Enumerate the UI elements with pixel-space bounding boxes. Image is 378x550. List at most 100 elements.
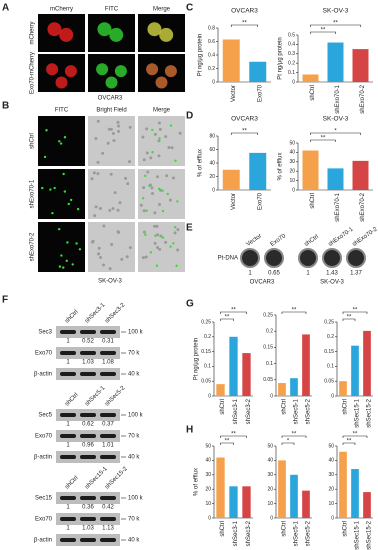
x-tick-label: shExo70-1: [335, 84, 341, 113]
bar: [339, 381, 347, 396]
cell-shadow: [167, 145, 171, 149]
bar: [242, 486, 251, 518]
cell: [60, 254, 63, 257]
row-label: shCtrl: [30, 133, 36, 149]
cell: [66, 241, 69, 244]
cell-shadow: [111, 207, 115, 211]
micrograph: [38, 116, 85, 166]
bar: [222, 169, 240, 190]
bar: [302, 150, 319, 190]
panel-label: C: [186, 3, 193, 14]
cell-shadow: [116, 208, 120, 212]
cell: [169, 124, 173, 127]
significance-label: **: [292, 308, 297, 314]
y-tick-label: 0.2: [288, 61, 295, 67]
bar: [363, 330, 371, 396]
x-tick-label: shSec3-1: [233, 398, 239, 424]
chart-title: SK-OV-3: [323, 8, 349, 15]
band: [80, 496, 96, 500]
cell-shadow: [125, 255, 129, 259]
y-tick-label: 0.5: [288, 32, 295, 38]
cell-shadow: [146, 170, 150, 174]
x-tick-label: shSec15-2: [367, 520, 373, 549]
kda-label: 70 k: [128, 434, 140, 440]
y-tick-label: 0.25: [201, 319, 211, 325]
cell: [154, 234, 157, 237]
cell-shadow: [97, 246, 101, 250]
bar: [216, 384, 225, 396]
significance-bracket: [281, 435, 307, 438]
cell: [63, 136, 67, 139]
significance-bracket: [342, 435, 368, 438]
cell: [59, 142, 63, 145]
caption: OVCAR3: [250, 280, 275, 286]
lane-label: shSec15-2: [104, 466, 129, 491]
kda-label: 100 k: [128, 496, 144, 502]
ratio: 1: [66, 443, 70, 449]
bar: [302, 490, 310, 518]
cell-shadow: [153, 241, 157, 245]
cell-shadow: [113, 191, 117, 195]
cell: [109, 27, 124, 42]
y-tick-label: 30: [205, 472, 211, 478]
cell-shadow: [157, 121, 161, 125]
cell: [145, 209, 148, 212]
y-tick-label: 0.05: [324, 379, 334, 385]
significance-label: **: [333, 21, 338, 27]
ratio: 0.37: [102, 422, 114, 428]
cell-shadow: [176, 228, 180, 232]
cell-shadow: [94, 137, 98, 141]
cell: [97, 22, 112, 37]
row-label: mCherry: [30, 21, 36, 44]
cell-shadow: [128, 125, 132, 129]
cell-shadow: [117, 129, 121, 133]
cell: [158, 137, 161, 140]
cell-shadow: [156, 175, 160, 179]
panel-label: D: [186, 111, 193, 122]
x-tick-label: shSec15-1: [355, 398, 361, 427]
cell: [166, 192, 170, 196]
y-tick-label: 0.6: [208, 39, 215, 45]
band: [60, 517, 76, 521]
x-tick-label: shCtrl: [310, 85, 316, 101]
y-tick-label: 0.25: [324, 319, 334, 325]
ratio: 1: [66, 505, 70, 511]
bar: [352, 49, 369, 82]
y-tick-label: 0: [270, 393, 273, 399]
lane-label: Exo70: [270, 233, 288, 248]
panel-label: H: [186, 425, 193, 436]
cell-shadow: [144, 255, 148, 259]
significance-label: **: [321, 136, 326, 142]
significance-bracket: [220, 311, 247, 314]
chart-title: SK-OV-3: [323, 116, 349, 123]
significance-label: **: [353, 432, 358, 438]
cell: [155, 264, 159, 267]
micrograph: [88, 222, 135, 272]
y-tick-label: 50: [205, 443, 211, 449]
cell-shadow: [102, 263, 106, 267]
row-label: Pt-DNA: [218, 256, 238, 262]
lane-label: shCtrl: [64, 392, 79, 407]
y-tick-label: 0.2: [208, 66, 215, 72]
caption: OVCAR3: [98, 96, 123, 102]
band: [60, 538, 76, 542]
y-tick-label: 40: [267, 458, 273, 464]
bar: [339, 451, 347, 518]
cell: [78, 248, 82, 251]
band: [80, 351, 96, 355]
row-label: shExo70-2: [30, 232, 36, 261]
significance-label: **: [242, 21, 247, 27]
y-tick-label: 20: [289, 169, 295, 175]
cell: [155, 76, 168, 89]
cell: [146, 63, 159, 76]
cell: [176, 200, 179, 203]
cell-shadow: [178, 131, 182, 135]
dot: [264, 248, 284, 268]
cell: [96, 63, 109, 76]
y-tick-label: 0.2: [204, 334, 211, 340]
y-tick-label: 0: [270, 515, 273, 521]
y-axis-label: Pt ng/µg protein: [194, 338, 200, 380]
y-tick-label: 50: [328, 443, 334, 449]
x-tick-label: shExo70-2: [360, 84, 366, 113]
cell-shadow: [97, 252, 101, 256]
